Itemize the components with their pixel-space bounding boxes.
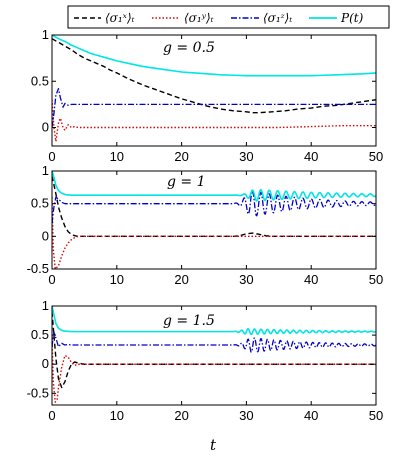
series-sx-line: [52, 311, 376, 389]
series-sx-line: [52, 38, 376, 114]
x-tick-label: 40: [304, 408, 318, 423]
x-tick-label: 50: [369, 272, 383, 287]
y-tick-label: 0.5: [31, 73, 49, 88]
y-tick-label: -0.5: [27, 261, 49, 276]
panel-1: 0 10 20 30 40 50 0 0.5 1 g = 0.5: [31, 27, 383, 164]
panel-3-annotation: g = 1.5: [163, 313, 215, 329]
x-tick-label: 10: [110, 149, 124, 164]
legend-label-sz: ⟨σ₁ᶻ⟩ₜ: [263, 11, 292, 25]
series-p-line: [52, 306, 376, 336]
legend-label-sx: ⟨σ₁ˣ⟩ₜ: [105, 11, 135, 25]
y-tick-label: 0.5: [31, 327, 49, 342]
legend: ⟨σ₁ˣ⟩ₜ ⟨σ₁ʸ⟩ₜ ⟨σ₁ᶻ⟩ₜ P(t): [67, 5, 390, 29]
x-tick-label: 30: [239, 149, 253, 164]
x-tick-label: 20: [174, 149, 188, 164]
legend-label-sy: ⟨σ₁ʸ⟩ₜ: [184, 11, 214, 25]
panel-2: 0 10 20 30 40 50-0.500.51g = 1: [27, 163, 384, 287]
series-p-line: [52, 171, 376, 202]
x-tick-label: 10: [110, 272, 124, 287]
x-tick-label: 50: [369, 408, 383, 423]
x-tick-label: 50: [369, 149, 383, 164]
y-tick-label: 0.5: [31, 196, 49, 211]
series-sy-line: [52, 99, 376, 143]
x-tick-label: 30: [239, 408, 253, 423]
y-tick-label: 1: [42, 298, 49, 313]
series-sy-line: [52, 335, 376, 403]
x-tick-label: 0: [48, 272, 55, 287]
x-tick-label: 40: [304, 272, 318, 287]
series-sz-line: [52, 331, 376, 353]
y-tick-label: 0: [42, 356, 49, 371]
y-tick-label: 1: [42, 27, 49, 42]
x-axis-label: t: [210, 436, 217, 454]
panel-3-axes-frame: [51, 305, 377, 406]
series-p-line: [52, 35, 376, 77]
legend-label-p: P(t): [340, 11, 364, 25]
panel-2-series: [52, 171, 376, 269]
y-tick-label: 0: [42, 228, 49, 243]
x-tick-label: 30: [239, 272, 253, 287]
panel-1-axes-frame: [51, 34, 377, 147]
y-tick-label: -0.5: [27, 385, 49, 400]
panel-1-annotation: g = 0.5: [163, 40, 215, 56]
x-tick-label: 20: [174, 272, 188, 287]
x-tick-label: 40: [304, 149, 318, 164]
panel-2-annotation: g = 1: [167, 174, 206, 190]
series-sz-line: [52, 88, 376, 128]
y-tick-label: 0: [42, 120, 49, 135]
y-tick-label: 1: [42, 163, 49, 178]
series-sy-line: [52, 197, 376, 269]
legend-frame: [67, 5, 390, 29]
x-tick-label: 10: [110, 408, 124, 423]
panel-1-series: [52, 35, 376, 143]
panel-2-axes-frame: [51, 170, 377, 270]
panel-3-series: [52, 306, 376, 403]
series-sx-line: [52, 176, 376, 238]
x-tick-label: 0: [48, 408, 55, 423]
panel-3: 0 10 20 30 40 50 -0.5 0 0.5 1 g = 1.5: [27, 298, 384, 423]
x-tick-label: 0: [48, 149, 55, 164]
x-tick-label: 20: [174, 408, 188, 423]
